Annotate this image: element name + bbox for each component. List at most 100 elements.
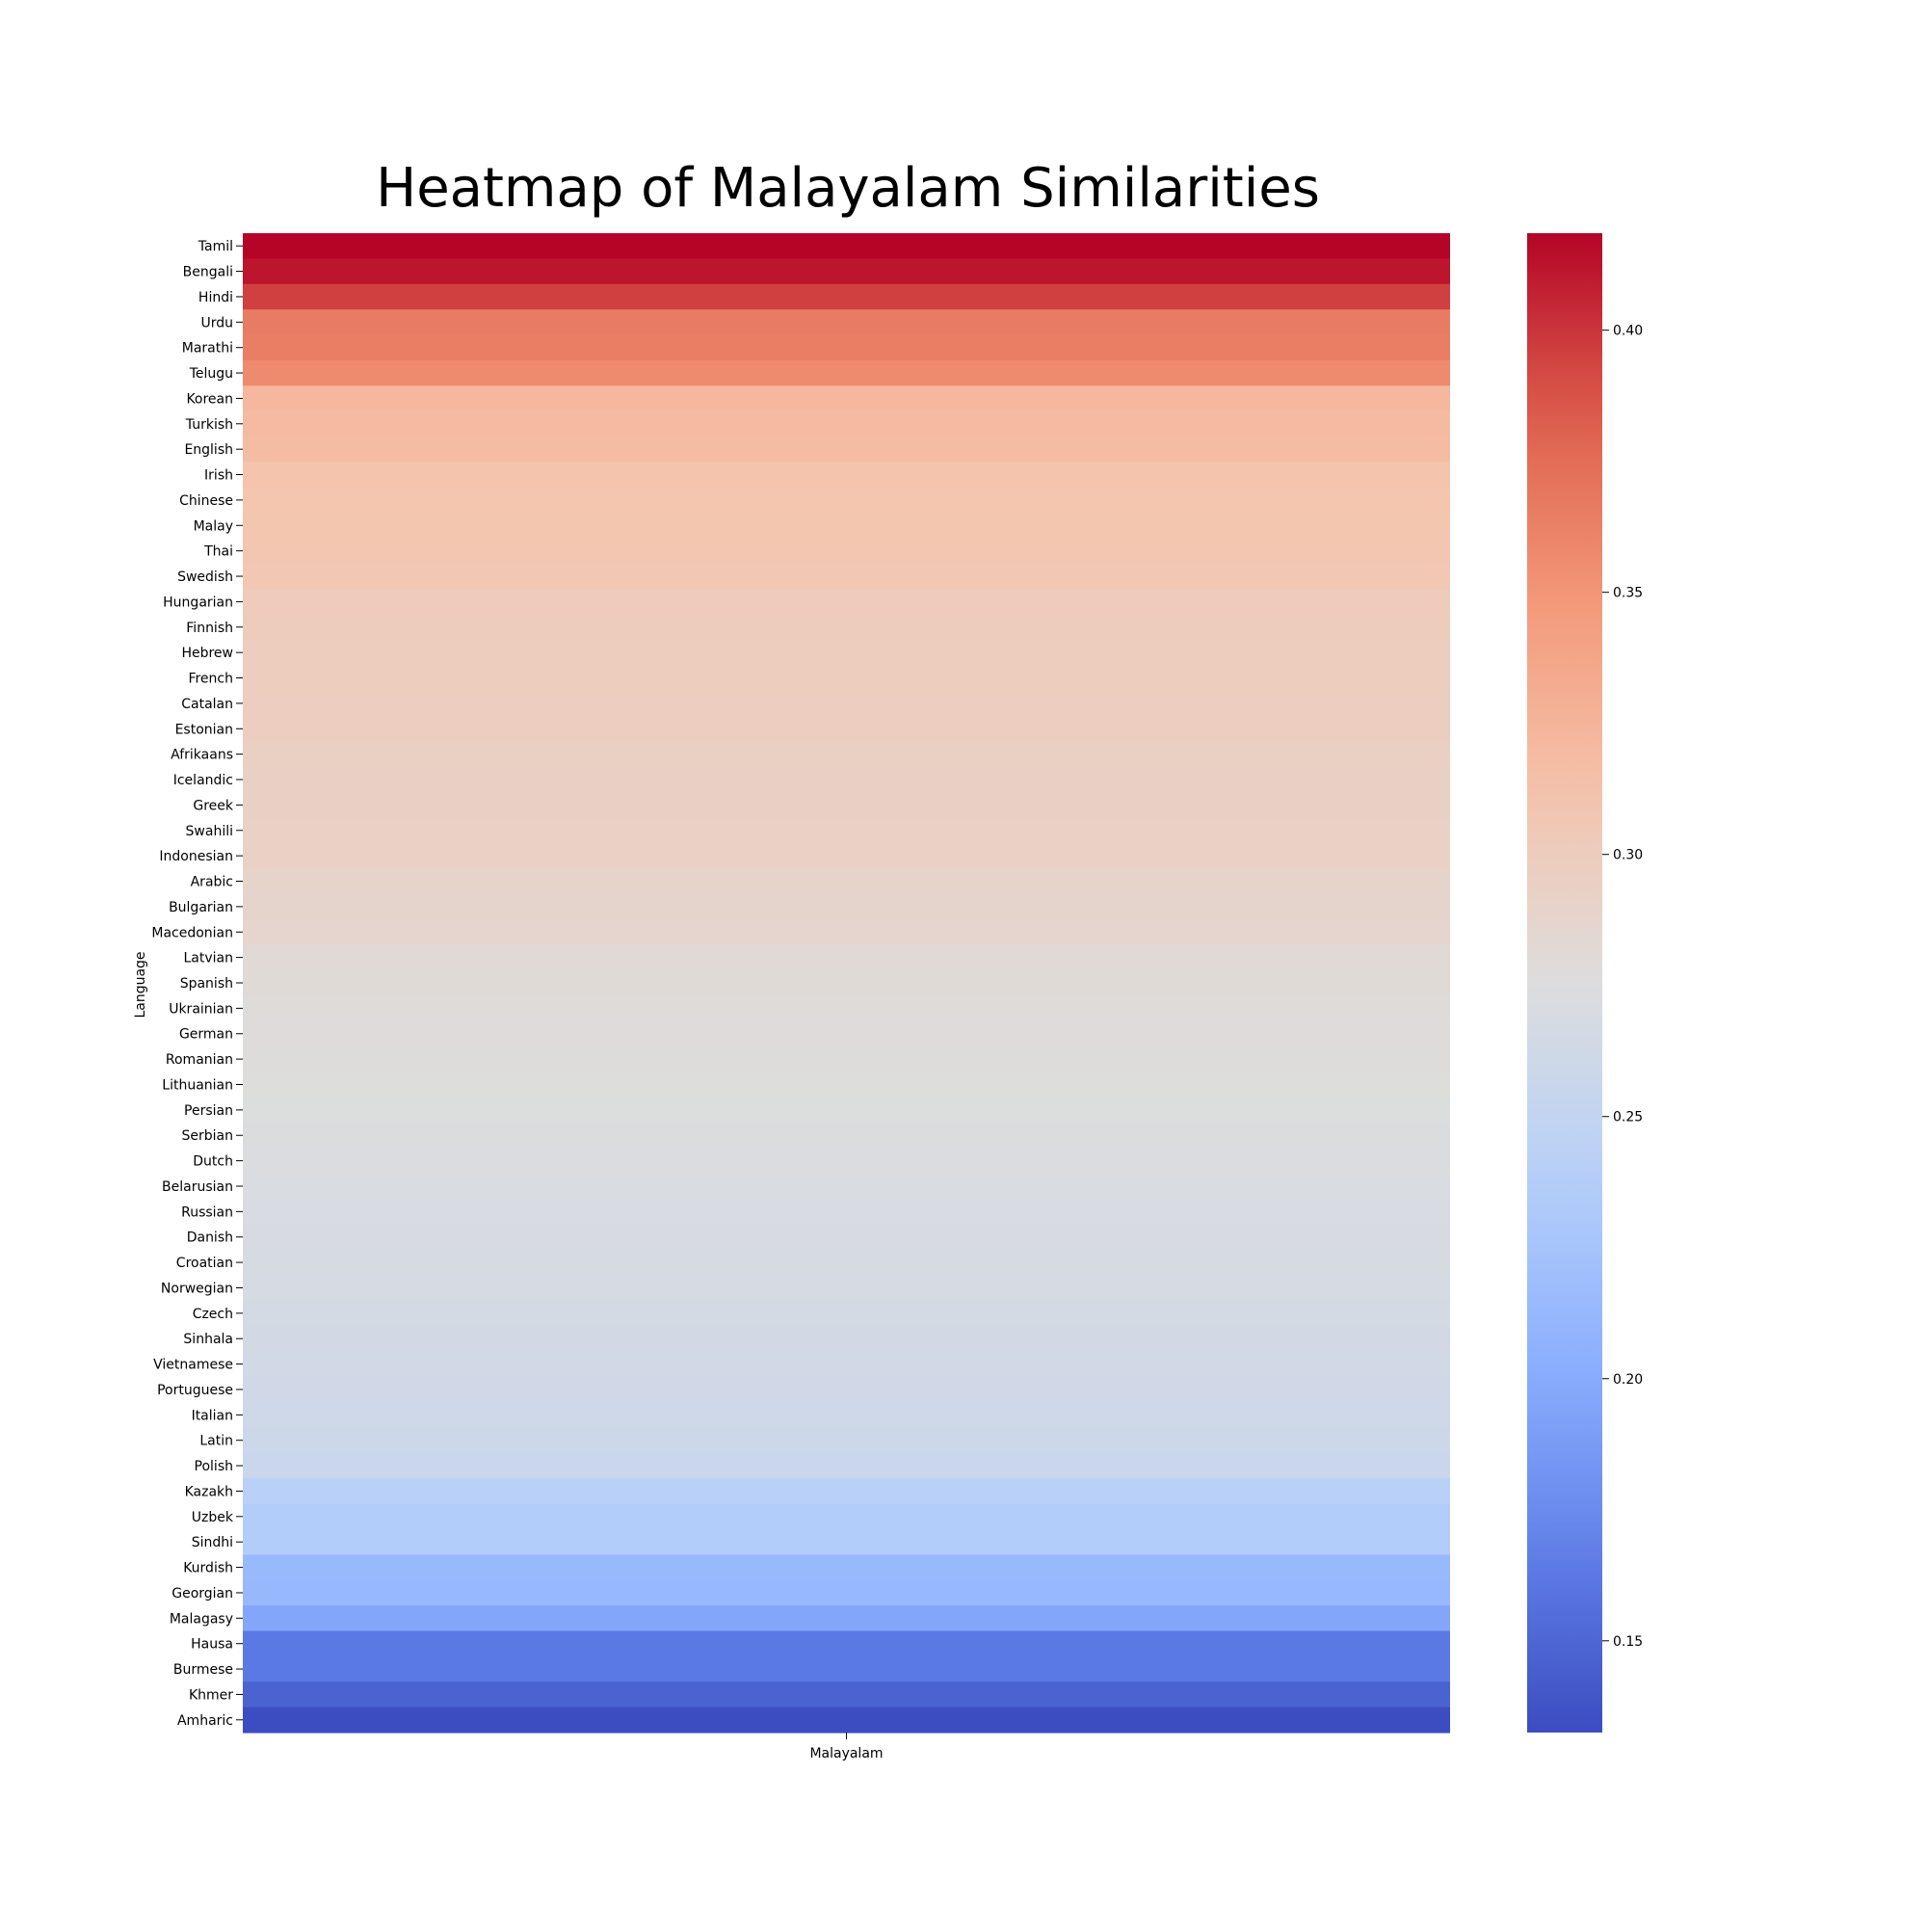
row-tick-label: Afrikaans (171, 748, 233, 763)
column-tick-label: Malayalam (809, 1746, 883, 1761)
heatmap-cell-spanish (243, 969, 1450, 996)
heatmap-cell-estonian (243, 716, 1450, 743)
row-tick-label: Serbian (182, 1128, 233, 1144)
heatmap-cell-italian (243, 1402, 1450, 1429)
heatmap-cell-chinese (243, 487, 1450, 514)
row-tick-label: Persian (184, 1103, 233, 1119)
row-tick-label: Icelandic (173, 773, 233, 788)
heatmap-cell-bulgarian (243, 893, 1450, 920)
heatmap-cell-korean (243, 385, 1450, 412)
row-tick-label: Catalan (181, 697, 233, 712)
row-tick-label: Czech (193, 1307, 233, 1322)
row-tick-label: Khmer (189, 1687, 233, 1703)
heatmap-cell-latin (243, 1427, 1450, 1454)
row-tick-label: Hebrew (181, 646, 233, 661)
heatmap-cell-portuguese (243, 1376, 1450, 1403)
heatmap-cell-hausa (243, 1630, 1450, 1657)
row-tick-label: Lithuanian (162, 1077, 233, 1093)
heatmap-cell-lithuanian (243, 1072, 1450, 1098)
heatmap-cell-norwegian (243, 1275, 1450, 1302)
row-tick-label: Burmese (173, 1662, 233, 1678)
heatmap-cell-swahili (243, 817, 1450, 844)
row-tick-label: Russian (181, 1204, 233, 1220)
heatmap-cell-greek (243, 792, 1450, 819)
heatmap-cell-macedonian (243, 919, 1450, 946)
column-tick-labels: Malayalam (809, 1733, 884, 1761)
row-tick-label: Hungarian (163, 595, 233, 610)
heatmap-cell-urdu (243, 309, 1450, 336)
heatmap-cell-german (243, 1020, 1450, 1047)
heatmap-cell-marathi (243, 334, 1450, 361)
colorbar-gradient (1527, 233, 1602, 1733)
heatmap-cell-telugu (243, 359, 1450, 386)
heatmap-cell-english (243, 436, 1450, 463)
heatmap-cell-icelandic (243, 766, 1450, 793)
row-tick-label: Croatian (176, 1256, 233, 1271)
heatmap-cell-uzbek (243, 1503, 1450, 1530)
heatmap-cell-hebrew (243, 639, 1450, 666)
heatmap-cell-kazakh (243, 1478, 1450, 1505)
heatmap-cell-catalan (243, 690, 1450, 717)
row-tick-label: Bulgarian (169, 900, 233, 915)
heatmap-cell-serbian (243, 1123, 1450, 1150)
row-tick-label: Hausa (191, 1637, 233, 1653)
row-tick-label: Malay (194, 518, 233, 534)
heatmap-cell-belarusian (243, 1173, 1450, 1200)
heatmap-cell-tamil (243, 233, 1450, 259)
row-tick-label: Finnish (186, 621, 233, 636)
row-tick-label: Vietnamese (153, 1358, 233, 1373)
row-tick-label: Belarusian (162, 1179, 233, 1195)
heatmap-cell-romanian (243, 1045, 1450, 1072)
heatmap-cell-bengali (243, 258, 1450, 285)
heatmap-cell-kurdish (243, 1554, 1450, 1581)
row-tick-label: Italian (192, 1408, 233, 1423)
heatmap-cell-irish (243, 462, 1450, 489)
row-tick-label: Malagasy (170, 1611, 233, 1627)
row-tick-label: Swahili (186, 824, 233, 839)
row-tick-label: Polish (195, 1459, 233, 1474)
row-tick-label: Greek (193, 798, 234, 813)
heatmap-cell-afrikaans (243, 741, 1450, 768)
row-tick-label: Irish (204, 468, 233, 484)
heatmap-cell-vietnamese (243, 1351, 1450, 1378)
row-tick-label: Bengali (183, 265, 233, 280)
row-tick-label: Korean (186, 391, 233, 407)
row-tick-label: Telugu (189, 366, 233, 382)
row-tick-label: Kurdish (183, 1561, 233, 1576)
row-tick-label: Marathi (182, 341, 233, 357)
heatmap-cell-turkish (243, 410, 1450, 437)
row-tick-label: Thai (203, 544, 233, 560)
heatmap-cell-malay (243, 513, 1450, 540)
row-tick-label: Sinhala (183, 1332, 233, 1347)
heatmap-cell-croatian (243, 1249, 1450, 1276)
row-tick-label: Danish (187, 1231, 233, 1246)
row-tick-label: Ukrainian (169, 1001, 233, 1017)
row-tick-label: German (179, 1027, 233, 1043)
colorbar-tick-label: 0.25 (1613, 1110, 1643, 1125)
row-tick-label: Amharic (177, 1713, 233, 1729)
heatmap-cell-french (243, 665, 1450, 692)
heatmap-cell-czech (243, 1300, 1450, 1327)
colorbar-tick-label: 0.40 (1613, 324, 1643, 339)
row-tick-label: English (184, 442, 233, 458)
heatmap-cell-ukrainian (243, 995, 1450, 1022)
colorbar-tick-label: 0.35 (1613, 586, 1643, 601)
heatmap-cell-swedish (243, 563, 1450, 590)
colorbar: 0.15 0.20 0.25 0.30 0.35 0.40 (1527, 233, 1643, 1733)
colorbar-tick-label: 0.20 (1613, 1372, 1643, 1388)
row-tick-label: Sindhi (192, 1535, 233, 1550)
heatmap-cell-khmer (243, 1681, 1450, 1708)
row-tick-labels: Tamil Bengali Hindi Urdu Marathi Telugu Korean… (151, 239, 243, 1729)
row-tick-label: Portuguese (157, 1383, 233, 1398)
row-tick-label: French (188, 672, 233, 687)
row-tick-label: Urdu (200, 315, 233, 331)
row-tick-label: Latvian (184, 951, 234, 966)
row-tick-label: Norwegian (161, 1281, 233, 1296)
row-tick-label: Latin (199, 1434, 233, 1449)
heatmap-cell-georgian (243, 1579, 1450, 1606)
row-tick-label: Georgian (172, 1586, 233, 1601)
row-tick-label: Turkish (185, 417, 233, 433)
row-tick-label: Uzbek (192, 1510, 234, 1525)
row-tick-label: Estonian (175, 722, 233, 737)
